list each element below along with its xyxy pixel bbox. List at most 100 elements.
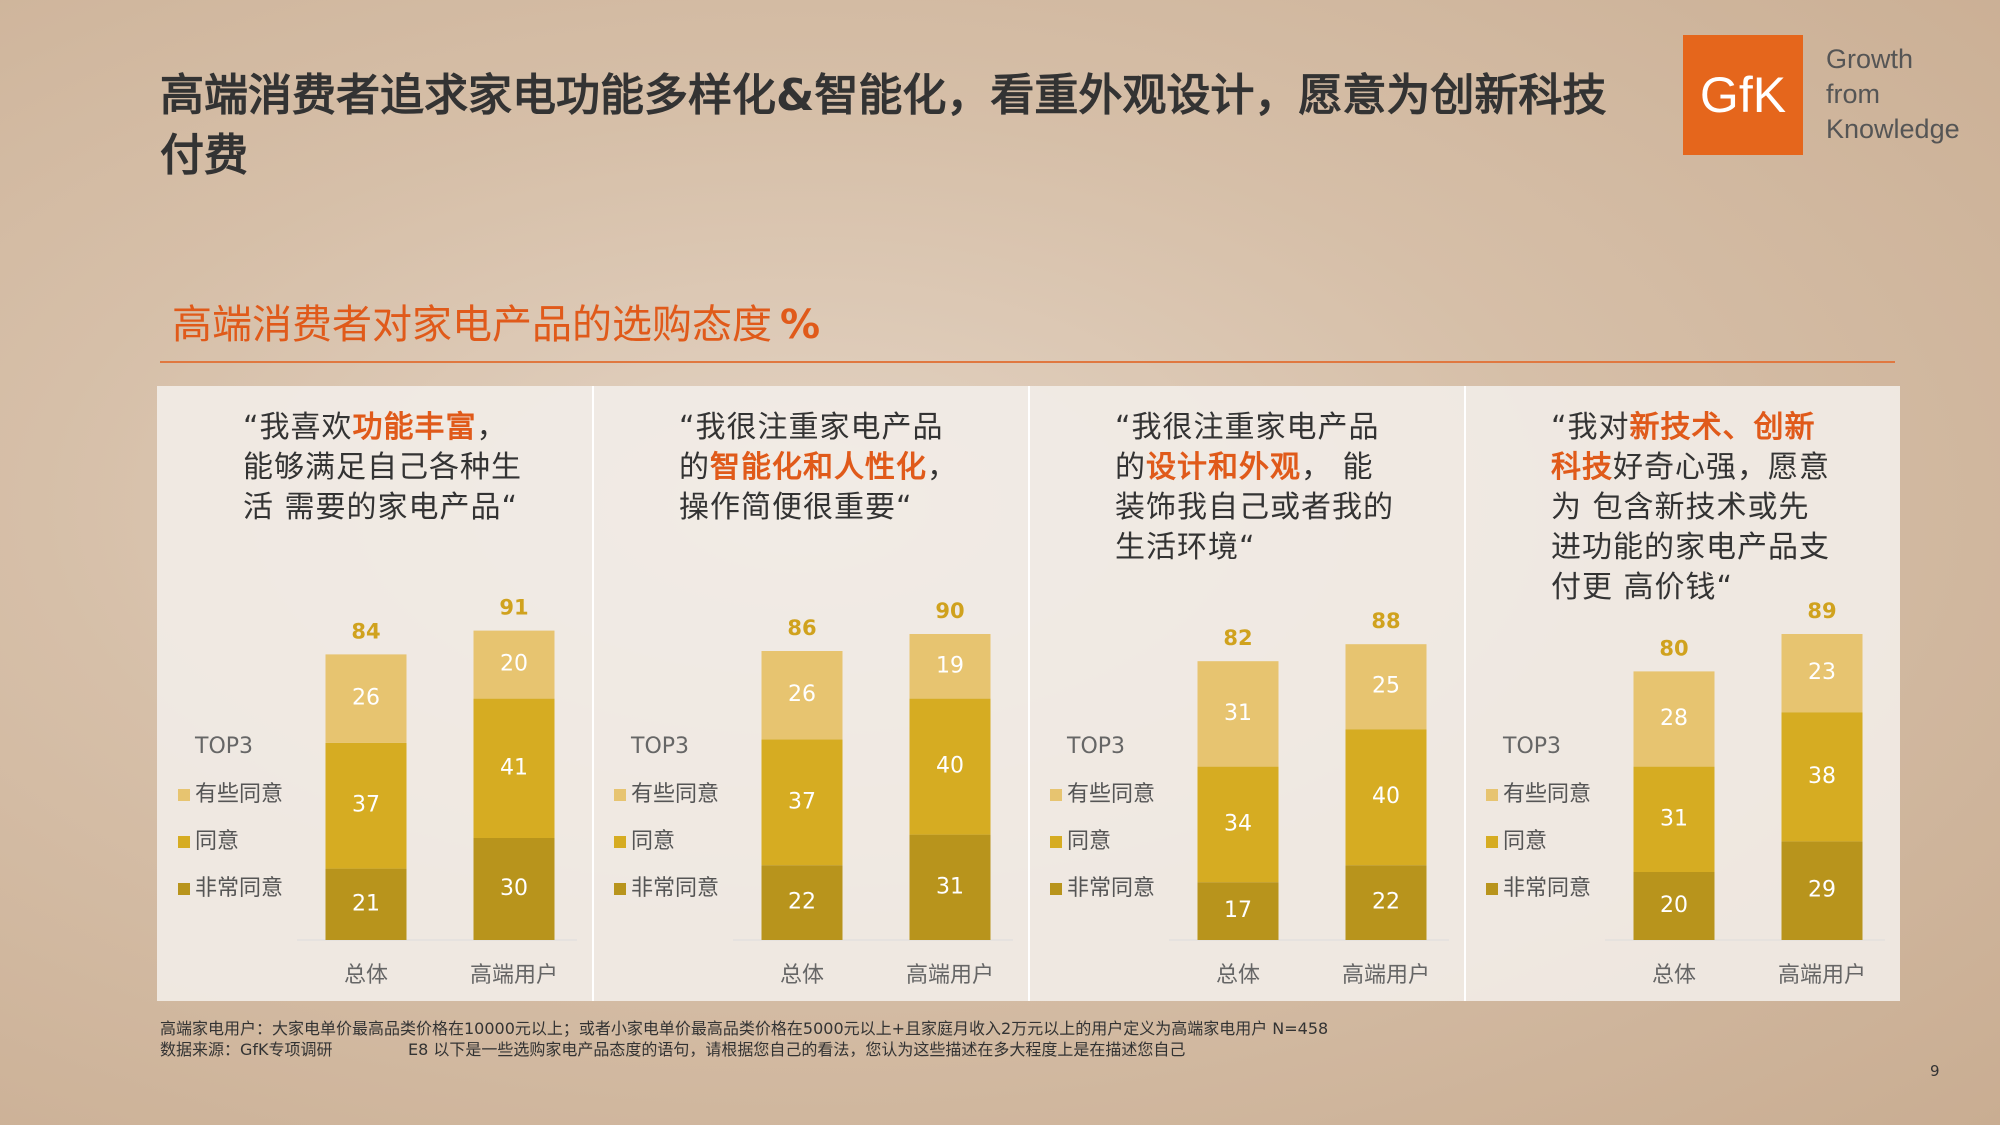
footnote: 数据来源：GfK专项调研: [160, 1040, 333, 1059]
legend-label: 同意: [1067, 829, 1111, 854]
segment-label: 38: [1808, 764, 1836, 789]
legend-label: 非常同意: [195, 876, 283, 901]
legend-title: TOP3: [1502, 734, 1561, 759]
segment-label: 17: [1224, 898, 1252, 923]
x-tick-label: 高端用户: [906, 963, 994, 988]
bar-segment: [761, 865, 843, 940]
bar-segment: [1197, 661, 1279, 767]
legend-label: 同意: [1503, 829, 1547, 854]
legend-label: 有些同意: [195, 782, 283, 807]
bar-segment: [761, 651, 843, 740]
legend-title: TOP3: [194, 734, 253, 759]
footnote: E8 以下是一些选购家电产品态度的语句，请根据您自己的看法，您认为这些描述在多大…: [408, 1040, 1186, 1059]
segment-label: 22: [1372, 890, 1400, 915]
logo: GfK: [1683, 35, 1803, 155]
slide-title: 高端消费者追求家电功能多样化&智能化，看重外观设计，愿意为创新科技付费: [160, 70, 1607, 181]
bar-segment: [1345, 865, 1427, 940]
segment-label: 41: [500, 755, 528, 780]
segment-label: 25: [1372, 674, 1400, 699]
bar-segment: [1781, 841, 1863, 940]
bar-segment: [1345, 729, 1427, 866]
footnote: 高端家电用户：大家电单价最高品类价格在10000元以上；或者小家电单价最高品类价…: [160, 1019, 1329, 1038]
x-tick-label: 高端用户: [1342, 963, 1430, 988]
legend-swatch: [1050, 883, 1062, 895]
x-tick-label: 高端用户: [1778, 963, 1866, 988]
x-tick-label: 高端用户: [470, 963, 558, 988]
quote-highlight: 新技术、创新科技: [1551, 410, 1816, 485]
segment-label: 23: [1808, 660, 1836, 685]
legend-label: 有些同意: [1503, 782, 1591, 807]
total-label: 80: [1659, 636, 1688, 660]
bar-segment: [1781, 712, 1863, 842]
quote-text: “我很注重家电产品的: [679, 410, 944, 485]
segment-label: 20: [1660, 893, 1688, 918]
segment-label: 34: [1224, 811, 1252, 836]
total-label: 82: [1223, 626, 1252, 650]
bar-segment: [325, 742, 407, 869]
total-label: 86: [787, 616, 816, 640]
segment-label: 28: [1660, 706, 1688, 731]
x-tick-label: 总体: [1652, 963, 1696, 988]
bar-segment: [325, 868, 407, 940]
quote: “我对新技术、创新科技好奇心强，愿意为 包含新技术或先进功能的家电产品支付更 高…: [1551, 408, 1836, 608]
legend-title: TOP3: [1066, 734, 1125, 759]
legend-swatch: [614, 883, 626, 895]
total-label: 89: [1807, 599, 1836, 623]
page-number: 9: [1930, 1062, 1940, 1080]
bar-segment: [1633, 766, 1715, 872]
segment-label: 31: [936, 874, 964, 899]
legend-label: 非常同意: [1503, 876, 1591, 901]
segment-label: 40: [936, 754, 964, 779]
quote-text: “我喜欢: [243, 410, 353, 445]
bar-segment: [1633, 671, 1715, 767]
total-label: 91: [499, 596, 528, 620]
legend-swatch: [1486, 789, 1498, 801]
legend-label: 同意: [195, 829, 239, 854]
legend-swatch: [178, 836, 190, 848]
tagline-line: Growth: [1826, 44, 1914, 74]
quote-text: ， 能装饰我自己或者我的生活环境“: [1115, 450, 1394, 565]
quote: “我很注重家电产品的设计和外观， 能装饰我自己或者我的生活环境“: [1115, 408, 1400, 568]
subtitle: 高端消费者对家电产品的选购态度%: [172, 292, 820, 350]
legend-swatch: [1050, 836, 1062, 848]
legend-label: 非常同意: [1067, 876, 1155, 901]
quote-text: “我对: [1551, 410, 1630, 445]
bar-segment: [761, 739, 843, 866]
bar-segment: [1633, 872, 1715, 940]
legend-label: 非常同意: [631, 876, 719, 901]
legend-label: 同意: [631, 829, 675, 854]
quote-text: ，能够满足自己各种生活 需要的家电产品“: [243, 410, 522, 525]
quote: “我喜欢功能丰富，能够满足自己各种生活 需要的家电产品“: [243, 408, 528, 528]
segment-label: 26: [352, 686, 380, 711]
segment-label: 19: [936, 653, 964, 678]
legend-swatch: [1486, 883, 1498, 895]
bar-segment: [1781, 634, 1863, 713]
quote-text: 好奇心强，愿意为 包含新技术或先进功能的家电产品支付更 高价钱“: [1551, 450, 1830, 605]
total-label: 88: [1371, 609, 1400, 633]
legend-label: 有些同意: [1067, 782, 1155, 807]
tagline: Growth from Knowledge: [1826, 42, 1960, 147]
quote-highlight: 功能丰富: [352, 410, 477, 445]
bar-segment: [473, 698, 555, 838]
segment-label: 21: [352, 891, 380, 916]
legend-swatch: [614, 836, 626, 848]
segment-label: 40: [1372, 784, 1400, 809]
legend-label: 有些同意: [631, 782, 719, 807]
total-label: 90: [935, 599, 964, 623]
bar-segment: [1197, 882, 1279, 940]
legend-swatch: [614, 789, 626, 801]
segment-label: 29: [1808, 878, 1836, 903]
x-tick-label: 总体: [780, 963, 824, 988]
legend-title: TOP3: [630, 734, 689, 759]
legend-swatch: [178, 883, 190, 895]
bar-segment: [325, 654, 407, 743]
bar-segment: [473, 838, 555, 940]
tagline-line: Knowledge: [1826, 114, 1960, 144]
segment-label: 26: [788, 682, 816, 707]
bar-segment: [909, 834, 991, 940]
bar-segment: [909, 698, 991, 835]
bar-segment: [1345, 644, 1427, 730]
quote-text: “我很注重家电产品的: [1115, 410, 1380, 485]
